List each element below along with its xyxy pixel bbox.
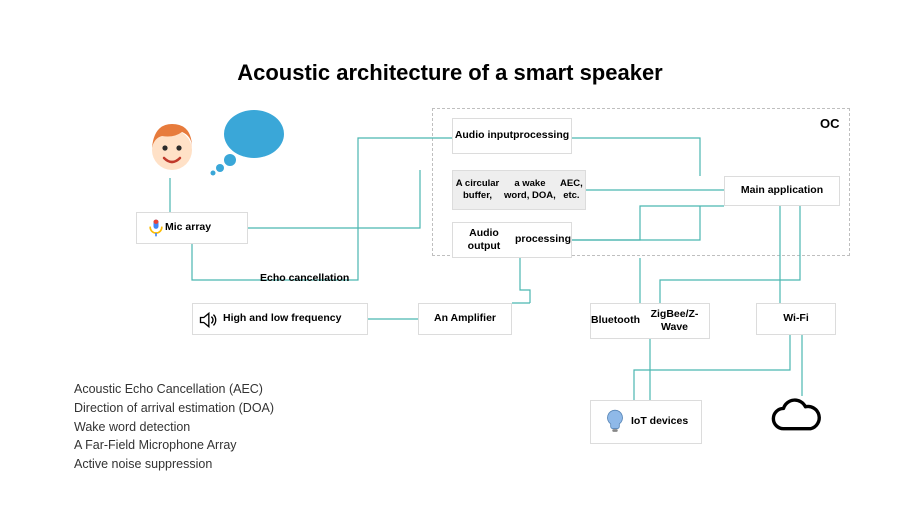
node-label-line: ZigBee/Z-Wave [640, 308, 709, 334]
diagram-title: Acoustic architecture of a smart speaker [0, 60, 900, 86]
node-circular-buffer: A circular buffer,a wake word, DOA,AEC, … [452, 170, 586, 210]
node-label-line: High and low frequency [223, 312, 341, 325]
legend-item: Direction of arrival estimation (DOA) [74, 399, 274, 418]
node-audio-input-processing: Audio inputprocessing [452, 118, 572, 154]
speaker-icon [198, 310, 218, 335]
node-label-line: Audio output [453, 227, 515, 253]
node-label-line: Mic array [165, 221, 211, 234]
lightbulb-icon [602, 408, 628, 439]
legend-list: Acoustic Echo Cancellation (AEC)Directio… [74, 380, 274, 474]
speech-bubble-icon [210, 106, 290, 191]
node-high-low-frequency: High and low frequency [192, 303, 368, 335]
node-label-line: Main application [741, 184, 823, 197]
node-label-line: IoT devices [631, 415, 688, 428]
oc-label: OC [820, 116, 840, 131]
node-label-line: processing [513, 129, 569, 142]
node-main-application: Main application [724, 176, 840, 206]
node-label-line: processing [515, 233, 571, 246]
node-label-line: Audio input [455, 129, 513, 142]
legend-item: Active noise suppression [74, 455, 274, 474]
edge-label-echo-cancellation: Echo cancellation [260, 272, 349, 284]
person-icon [140, 114, 204, 183]
cloud-icon [770, 398, 824, 441]
legend-item: Wake word detection [74, 418, 274, 437]
node-bluetooth-zigbee: BluetoothZigBee/Z-Wave [590, 303, 710, 339]
node-label-line: Wi-Fi [783, 312, 809, 325]
legend-item: Acoustic Echo Cancellation (AEC) [74, 380, 274, 399]
node-label-line: Bluetooth [591, 314, 640, 327]
mic-icon [146, 218, 166, 243]
node-label-line: An Amplifier [434, 312, 496, 325]
node-wifi: Wi-Fi [756, 303, 836, 335]
legend-item: A Far-Field Microphone Array [74, 436, 274, 455]
node-label-line: AEC, etc. [558, 178, 585, 202]
node-amplifier: An Amplifier [418, 303, 512, 335]
node-label-line: a wake word, DOA, [502, 178, 558, 202]
node-audio-output-processing: Audio outputprocessing [452, 222, 572, 258]
node-label-line: A circular buffer, [453, 178, 502, 202]
